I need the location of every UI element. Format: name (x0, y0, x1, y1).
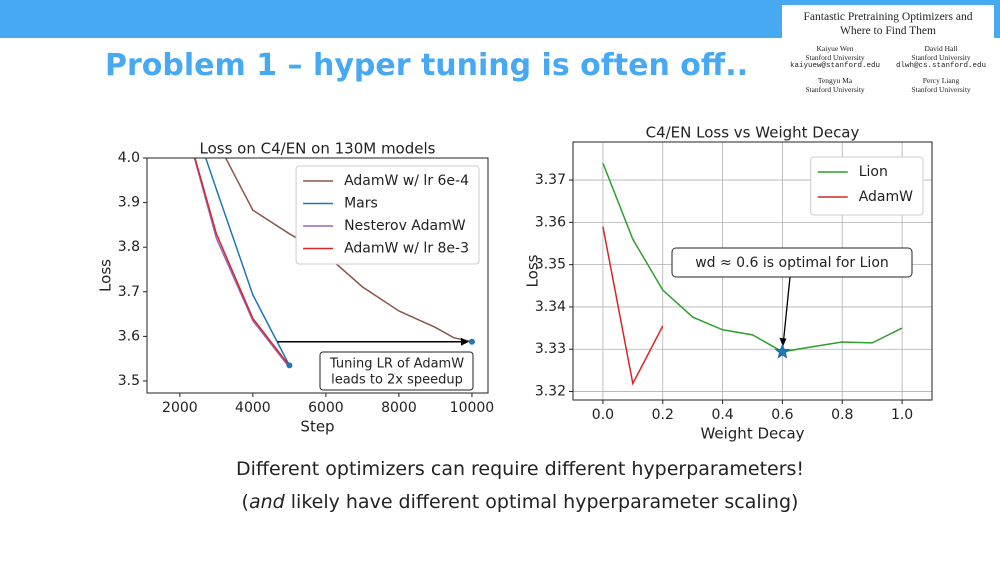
paper-title-line: Where to Find Them (840, 25, 936, 37)
author: Percy Liang Stanford University (888, 76, 994, 94)
x-tick-label: 0.4 (711, 407, 733, 423)
annotation-box (319, 351, 474, 391)
annotation-arrowhead (460, 337, 469, 346)
author: Tengyu Ma Stanford University (782, 76, 888, 94)
annotation-arrow (782, 276, 791, 342)
author-line: Stanford University (911, 53, 971, 62)
author-line: Stanford University (911, 85, 971, 94)
author: David Hall Stanford University dlwh@cs.sta… (888, 44, 994, 71)
slide-title: Problem 1 – hyper tuning is often off.. (105, 48, 748, 83)
x-tick-label: 8000 (381, 400, 417, 416)
annotation-text: wd ≈ 0.6 is optimal for Lion (695, 255, 889, 271)
y-tick-label: 3.6 (118, 328, 140, 344)
series-line (194, 158, 290, 367)
series-line (224, 158, 473, 343)
legend-label: Mars (344, 196, 378, 212)
y-tick-label: 4.0 (118, 150, 140, 166)
paper-header: Fantastic Pretraining Optimizers and Whe… (782, 5, 994, 111)
author-line: Stanford University (805, 85, 865, 94)
author-line: Percy Liang (922, 76, 960, 85)
x-tick-label: 2000 (162, 400, 198, 416)
plot-frame (572, 141, 933, 401)
legend-label: Lion (859, 164, 888, 180)
caption-part: ( (241, 491, 249, 513)
legend-box (295, 165, 480, 265)
y-tick-label: 3.37 (535, 172, 566, 188)
x-tick-label: 10000 (450, 400, 495, 416)
y-tick-label: 3.8 (118, 239, 140, 255)
caption-line: (and likely have different optimal hyper… (0, 491, 1000, 513)
legend-label: AdamW (859, 189, 913, 205)
annotation-box (671, 247, 913, 278)
author-email: dlwh@cs.stanford.edu (895, 62, 986, 70)
y-axis-label: Loss (524, 254, 542, 287)
legend-label: AdamW w/ lr 6e-4 (344, 173, 469, 189)
x-axis-label: Step (300, 418, 334, 436)
y-tick-label: 3.33 (535, 341, 566, 357)
legend: AdamW w/ lr 6e-4 Mars Nesterov AdamW AdamW … (295, 165, 480, 265)
y-tick-label: 3.35 (535, 257, 566, 273)
legend-label: AdamW w/ lr 8e-3 (344, 241, 469, 257)
optimum-star (774, 343, 791, 359)
annotation-text: Tuning LR of AdamW (329, 357, 464, 372)
plot-frame (146, 157, 489, 394)
caption-emphasis: and (248, 491, 285, 513)
y-tick-label: 3.34 (535, 299, 566, 315)
x-tick-label: 6000 (308, 400, 344, 416)
series-line (602, 162, 903, 353)
chart-title: Loss on C4/EN on 130M models (200, 140, 436, 158)
y-tick-label: 3.9 (118, 195, 140, 211)
author-line: David Hall (924, 44, 958, 53)
author: Kaiyue Wen Stanford University kaiyuew@sta… (782, 44, 888, 71)
paper-title: Fantastic Pretraining Optimizers and Whe… (782, 10, 994, 38)
author-line: Kaiyue Wen (816, 44, 854, 53)
caption-part: likely have different optimal hyperparam… (284, 491, 799, 513)
author-line: Stanford University (805, 53, 865, 62)
paper-title-line: Fantastic Pretraining Optimizers and (803, 11, 973, 23)
end-marker (468, 338, 475, 345)
x-tick-label: 0.6 (771, 407, 793, 423)
annotation-arrowhead (779, 337, 787, 347)
x-axis-label: Weight Decay (700, 425, 804, 443)
series-line (602, 226, 664, 386)
chart: Loss on C4/EN on 130M models 3.5 3.6 3.7 3.8… (97, 140, 495, 436)
y-tick-label: 3.5 (118, 373, 140, 389)
x-tick-label: 4000 (235, 400, 271, 416)
series-line (204, 158, 291, 366)
end-marker (286, 362, 293, 369)
chart-title: C4/EN Loss vs Weight Decay (646, 124, 860, 142)
y-tick-label: 3.7 (118, 284, 140, 300)
legend: Lion AdamW (810, 156, 924, 216)
chart: C4/EN Loss vs Weight Decay 3.32 3.33 3.34 3.… (524, 124, 933, 443)
paper-authors: Kaiyue Wen Stanford University kaiyuew@sta… (782, 44, 994, 94)
author-line: Tengyu Ma (817, 76, 853, 85)
x-tick-label: 0.8 (831, 407, 853, 423)
x-tick-label: 0.2 (652, 407, 674, 423)
y-tick-label: 3.36 (535, 214, 566, 230)
caption-line: Different optimizers can require differe… (235, 458, 805, 480)
y-axis-label: Loss (97, 259, 115, 292)
legend-label: Nesterov AdamW (344, 218, 466, 234)
annotation-text: leads to 2x speedup (331, 373, 463, 388)
author-email: kaiyuew@stanford.edu (789, 62, 880, 70)
y-tick-label: 3.32 (535, 384, 566, 400)
x-tick-label: 1.0 (891, 407, 913, 423)
x-tick-label: 0.0 (592, 407, 614, 423)
